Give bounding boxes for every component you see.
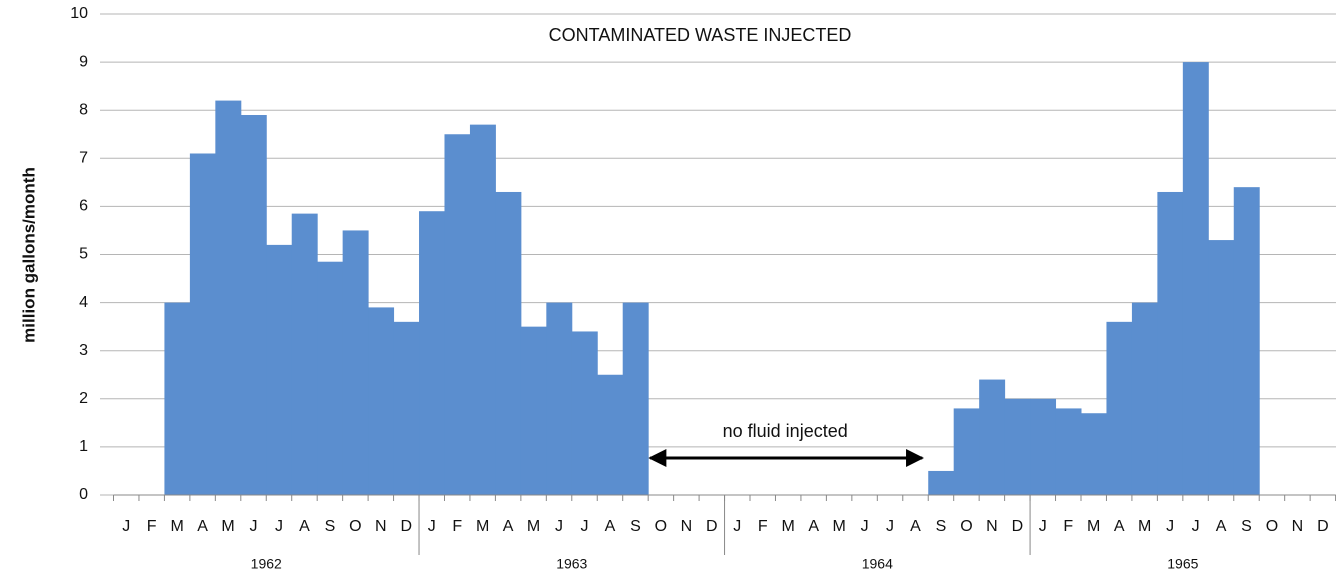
bar	[1106, 321, 1133, 495]
y-tick-label: 1	[79, 438, 88, 455]
x-tick-label: D	[1012, 518, 1024, 535]
x-tick-label: J	[1039, 518, 1047, 535]
bar	[546, 302, 573, 495]
x-tick-label: A	[197, 518, 208, 535]
x-tick-label: A	[299, 518, 310, 535]
bar	[393, 321, 420, 495]
x-tick-label: J	[1192, 518, 1200, 535]
x-tick-label: J	[250, 518, 258, 535]
bar	[1233, 187, 1260, 495]
bar	[266, 244, 293, 495]
bar	[342, 230, 369, 495]
x-tick-label: M	[832, 518, 845, 535]
x-tick-label: M	[782, 518, 795, 535]
x-tick-label: J	[275, 518, 283, 535]
bar	[1157, 191, 1184, 495]
bar	[469, 124, 496, 495]
bar	[979, 379, 1006, 495]
bar	[419, 211, 445, 495]
bar	[164, 302, 191, 495]
x-tick-label: J	[555, 518, 563, 535]
bar	[1004, 398, 1031, 495]
bar	[317, 261, 344, 495]
x-tick-label: J	[733, 518, 741, 535]
x-tick-label: F	[758, 518, 768, 535]
bar	[215, 100, 242, 495]
x-tick-label: J	[1166, 518, 1174, 535]
x-tick-label: M	[1138, 518, 1151, 535]
y-tick-label: 8	[79, 101, 88, 118]
x-tick-label: M	[170, 518, 183, 535]
bar	[368, 307, 395, 495]
x-tick-label: A	[1114, 518, 1125, 535]
bar	[1208, 240, 1235, 495]
group-label: 1965	[1167, 556, 1198, 572]
x-tick-label: M	[476, 518, 489, 535]
bar	[953, 408, 980, 495]
bar	[1055, 408, 1082, 495]
bar	[240, 115, 267, 495]
x-tick-label: J	[886, 518, 894, 535]
bar	[1030, 398, 1057, 495]
y-tick-label: 7	[79, 150, 88, 167]
x-tick-label: O	[349, 518, 361, 535]
y-tick-label: 6	[79, 198, 88, 215]
x-tick-label: F	[1063, 518, 1073, 535]
x-tick-label: F	[147, 518, 157, 535]
x-tick-label: M	[221, 518, 234, 535]
y-tick-label: 0	[79, 486, 88, 503]
group-label: 1962	[251, 556, 282, 572]
x-tick-label: M	[1087, 518, 1100, 535]
chart-title: CONTAMINATED WASTE INJECTED	[549, 25, 852, 45]
x-tick-label: A	[503, 518, 514, 535]
x-tick-label: A	[605, 518, 616, 535]
x-tick-label: J	[122, 518, 130, 535]
x-tick-label: N	[375, 518, 387, 535]
bar	[444, 134, 471, 495]
y-tick-label: 9	[79, 53, 88, 70]
y-tick-label: 5	[79, 246, 88, 263]
x-tick-label: F	[452, 518, 462, 535]
x-tick-label: A	[1216, 518, 1227, 535]
bar	[597, 374, 624, 495]
x-tick-label: J	[581, 518, 589, 535]
bar	[928, 470, 955, 495]
y-tick-label: 10	[70, 5, 88, 22]
x-tick-label: D	[401, 518, 413, 535]
y-tick-label: 3	[79, 342, 88, 359]
bar	[571, 331, 598, 495]
x-tick-label: S	[325, 518, 336, 535]
bar	[1131, 302, 1158, 495]
x-tick-label: O	[655, 518, 667, 535]
x-tick-label: S	[630, 518, 641, 535]
bar	[189, 153, 216, 496]
group-label: 1964	[862, 556, 893, 572]
x-tick-label: M	[527, 518, 540, 535]
x-tick-label: J	[861, 518, 869, 535]
bar	[1080, 413, 1107, 495]
bar	[495, 191, 522, 495]
annotation: no fluid injected	[723, 421, 848, 441]
bar	[1182, 62, 1209, 495]
x-tick-label: A	[910, 518, 921, 535]
y-tick-label: 2	[79, 390, 88, 407]
x-tick-label: N	[681, 518, 693, 535]
x-tick-label: S	[1241, 518, 1252, 535]
x-tick-label: O	[960, 518, 972, 535]
bar	[291, 213, 318, 496]
x-tick-label: N	[986, 518, 998, 535]
x-tick-label: A	[808, 518, 819, 535]
y-tick-label: 4	[79, 294, 88, 311]
bar	[520, 326, 547, 495]
x-tick-label: O	[1266, 518, 1278, 535]
y-axis-label: million gallons/month	[19, 167, 38, 343]
x-tick-label: D	[706, 518, 718, 535]
group-label: 1963	[556, 556, 587, 572]
bar	[622, 302, 649, 495]
x-tick-label: S	[936, 518, 947, 535]
x-tick-label: J	[428, 518, 436, 535]
x-tick-label: N	[1292, 518, 1304, 535]
x-tick-label: D	[1317, 518, 1329, 535]
